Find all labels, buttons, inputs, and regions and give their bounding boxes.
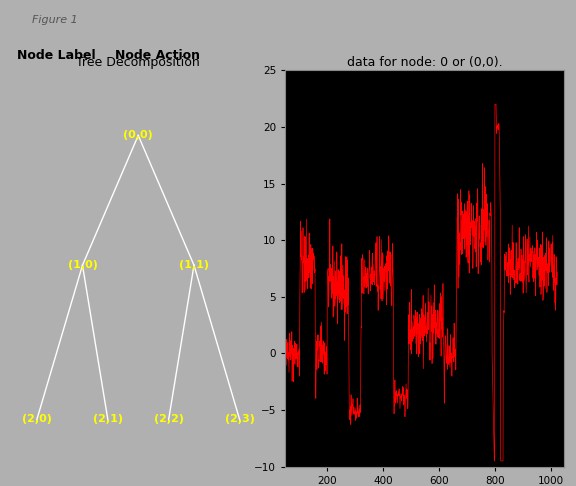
Title: data for node: 0 or (0,0).: data for node: 0 or (0,0). [347,56,503,69]
Text: (0,0): (0,0) [123,130,153,140]
Text: Figure 1: Figure 1 [32,15,77,25]
Text: (2,3): (2,3) [225,415,255,424]
Text: (1,0): (1,0) [67,260,97,270]
Text: Node Action: Node Action [115,49,200,62]
Text: (1,1): (1,1) [179,260,209,270]
Title: Tree Decomposition: Tree Decomposition [77,56,200,69]
Text: Node Label: Node Label [17,49,96,62]
Text: (2,2): (2,2) [154,415,184,424]
Text: (2,0): (2,0) [22,415,52,424]
Text: (2,1): (2,1) [93,415,123,424]
